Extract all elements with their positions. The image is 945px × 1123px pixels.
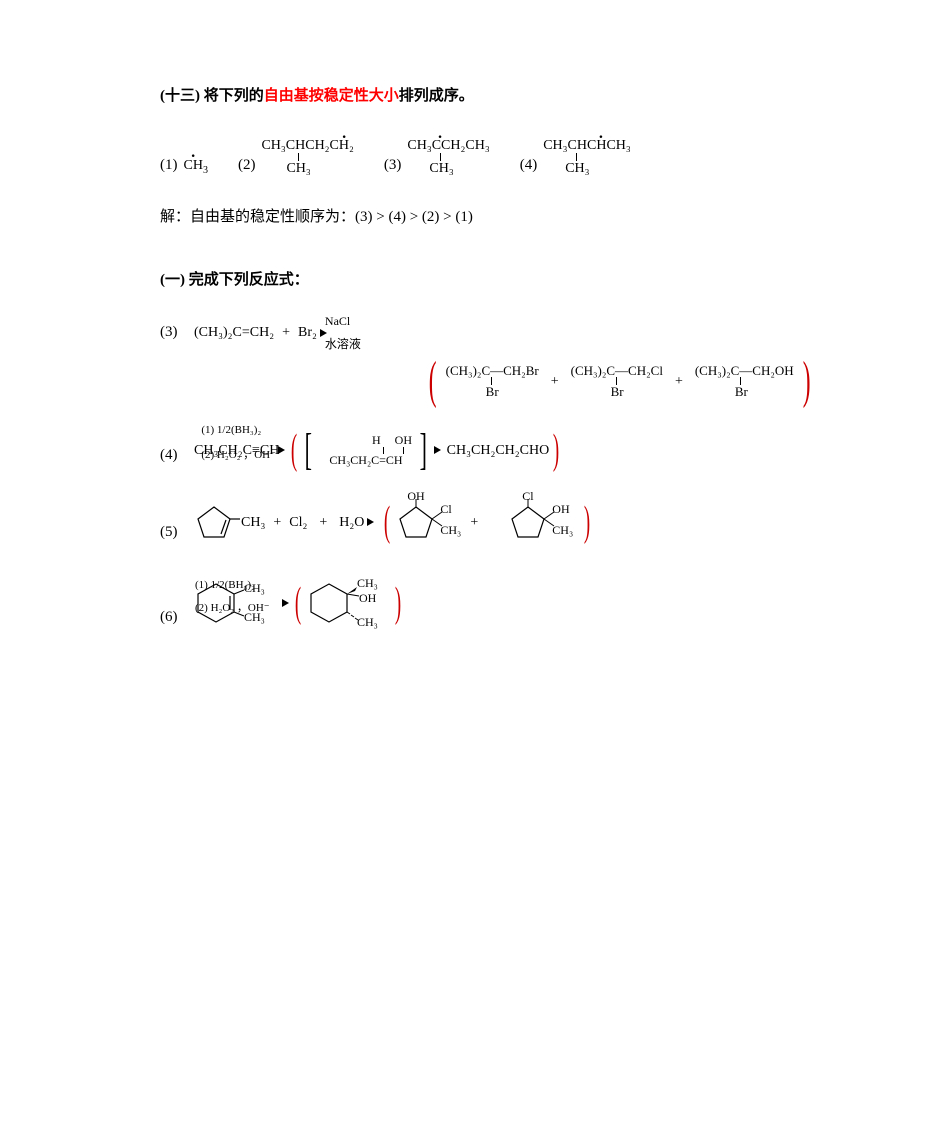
radical-4: (4) CH₃CHCHCH₃ · CH₃ [520,138,631,177]
label-1: (1) [160,154,178,177]
rx3-p2-sub: Br [571,385,663,399]
q13-heading: (十三) 将下列的自由基按稳定性大小排列成序。 [160,85,795,108]
rx5-product1: OH Cl CH₃ [394,501,438,543]
rx5-h2o: H₂O [339,512,364,533]
label-2: (2) [238,154,256,177]
radical-3: (3) CH₃CCH₂CH₃ · CH₃ [384,138,490,177]
radical-1: (1) CH3 [160,154,208,177]
plus-icon: + [319,512,327,533]
rx4-int-h: H [372,434,381,447]
page-content: (十三) 将下列的自由基按稳定性大小排列成序。 (1) CH3 (2) CH₃C… [0,0,945,698]
r1-sub: 3 [203,165,208,176]
rx3-p3-sub: Br [695,385,794,399]
rx5-cl2: Cl₂ [289,512,307,533]
r2-bot: CH₃ [261,161,353,176]
radicals-row: (1) CH3 (2) CH₃CHCH₂CH₂ · CH₃ (3) CH₃CCH… [160,138,795,177]
rx6-p-ch3b: CH₃ [357,613,378,631]
rx5-p1-cl: Cl [440,500,451,518]
r1-main: CH [184,158,203,173]
rx6-p-oh: OH [359,589,376,607]
plus-icon: + [551,371,559,392]
rx5-p1-oh: OH [407,487,424,505]
label-rx4: (4) [160,444,188,467]
r2-top: CH₃CHCH₂CH₂ [261,138,353,153]
rx5-product2: Cl OH CH₃ [506,501,550,543]
rx5-ch3: CH₃ [241,512,265,533]
plus-icon: + [282,322,290,343]
r4-top: CH₃CHCHCH₃ [543,138,631,153]
rx3-p1-sub: Br [446,385,539,399]
label-4: (4) [520,154,538,177]
label-rx5: (5) [160,521,188,544]
reaction-4: (4) CH₃CH₂C≡CH (1) 1/2(BH₃)₂ (2) H₂O₂ ，O… [160,434,795,466]
rx4-product: CH₃CH₂CH₂CHO [447,440,550,461]
cyclopentene-icon: CH₃ [194,503,265,541]
reaction-5: (5) CH₃ + Cl₂ + H₂O ( [160,501,795,543]
rx3-reactant: (CH₃)₂C=CH₂ [194,322,274,343]
rx3-p3-main: (CH₃)₂C―CH₂OH [695,363,794,378]
rx5-p2-oh: OH [552,500,569,518]
rx4-int-oh: OH [395,434,412,447]
q13-heading-red: 自由基按稳定性大小 [264,88,399,104]
reaction-6: (6) CH₃ CH₃ (1) 1/2(BH₃)₂ (2) H₂O₂ ，OH⁻ [160,578,795,628]
rx3-p2-main: (CH₃)₂C―CH₂Cl [571,363,663,378]
rx3-reagent: Br₂ [298,322,317,343]
rx5-p1-ch3: CH₃ [440,521,461,539]
r4-bot: CH₃ [543,161,631,176]
rx4-cond1: (1) 1/2(BH₃)₂ [201,424,291,437]
q13-heading-suffix: 排列成序。 [399,88,474,104]
reaction-3: (3) (CH₃)₂C=CH₂ + Br₂ NaCl 水溶液 ( (CH₃)₂C… [160,321,795,399]
r3-bot: CH₃ [407,161,489,176]
rx5-p2-ch3: CH₃ [552,521,573,539]
plus-icon: + [470,512,478,533]
r3-top: CH₃CCH₂CH₃ [407,138,489,153]
q13-heading-prefix: (十三) 将下列的 [160,88,264,104]
radical-2: (2) CH₃CHCH₂CH₂ · CH₃ [238,138,354,177]
label-3: (3) [384,154,402,177]
rx6-cond1: (1) 1/2(BH₃)₂ [195,579,295,592]
label-rx3: (3) [160,321,188,344]
rx4-int-main: CH₃CH₂C=CH [329,453,402,467]
plus-icon: + [675,371,683,392]
q13-answer: 解：自由基的稳定性顺序为：(3) > (4) > (2) > (1) [160,206,795,229]
plus-icon: + [273,512,281,533]
label-rx6: (6) [160,606,188,629]
rx6-cond2: (2) H₂O₂ ，OH⁻ [195,602,295,615]
rx3-products: ( (CH₃)₂C―CH₂Br Br + (CH₃)₂C―CH₂Cl Br + … [160,364,815,399]
rx5-p2-cl: Cl [522,487,533,505]
q1-heading: (一) 完成下列反应式： [160,269,795,292]
rx3-p1-main: (CH₃)₂C―CH₂Br [446,363,539,378]
rx4-cond2: (2) H₂O₂ ，OH⁻ [201,449,291,462]
rx6-product: CH₃ OH CH₃ [305,578,353,628]
